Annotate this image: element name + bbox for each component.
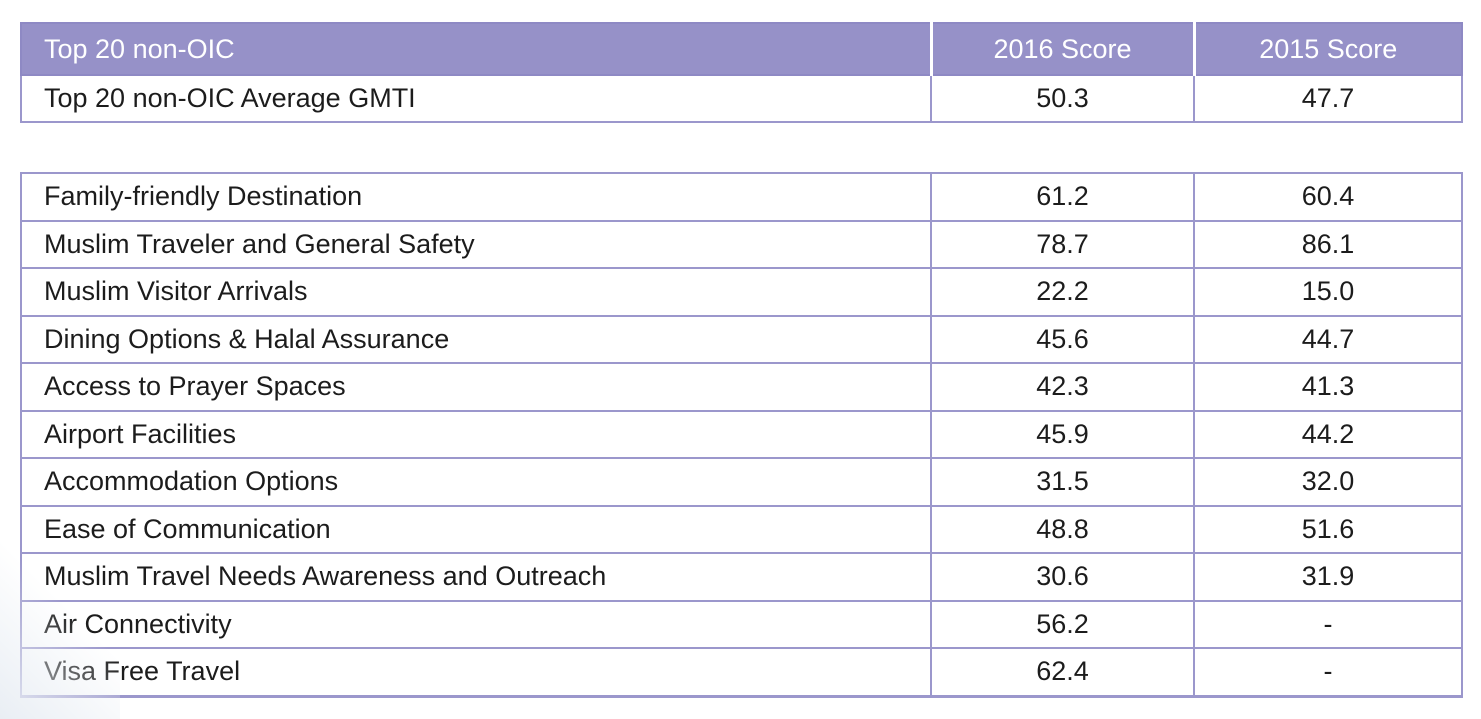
average-gmti-row: Top 20 non-OIC Average GMTI 50.3 47.7: [20, 74, 1463, 123]
metric-label: Muslim Travel Needs Awareness and Outrea…: [20, 552, 932, 602]
score-2016: 30.6: [930, 552, 1195, 602]
average-gmti-label: Top 20 non-OIC Average GMTI: [20, 74, 932, 123]
table-row: Airport Facilities 45.9 44.2: [20, 409, 1463, 459]
score-2016: 48.8: [930, 504, 1195, 554]
metric-label: Accommodation Options: [20, 457, 932, 507]
summary-table: Top 20 non-OIC 2016 Score 2015 Score Top…: [20, 22, 1463, 123]
score-2015: 86.1: [1193, 219, 1463, 269]
metrics-table: Family-friendly Destination 61.2 60.4 Musli…: [20, 172, 1463, 698]
average-gmti-2015-score: 47.7: [1193, 74, 1463, 123]
score-2015: -: [1193, 599, 1463, 649]
table-row: Air Connectivity 56.2-: [20, 599, 1463, 649]
score-2015: 41.3: [1193, 362, 1463, 412]
table-row: Muslim Travel Needs Awareness and Outrea…: [20, 552, 1463, 602]
table-row: Visa Free Travel 62.4-: [20, 647, 1463, 698]
score-2016: 56.2: [930, 599, 1195, 649]
score-2015: 60.4: [1193, 172, 1463, 222]
metric-label: Visa Free Travel: [20, 647, 932, 698]
score-2015: 44.7: [1193, 314, 1463, 364]
table-row: Dining Options & Halal Assurance 45.6 44.7: [20, 314, 1463, 364]
table-row: Accommodation Options 31.5 32.0: [20, 457, 1463, 507]
header-2016-score-cell: 2016 Score: [930, 22, 1196, 76]
score-2016: 31.5: [930, 457, 1195, 507]
score-2015: 31.9: [1193, 552, 1463, 602]
score-2016: 22.2: [930, 267, 1195, 317]
score-2015: 44.2: [1193, 409, 1463, 459]
score-2016: 45.6: [930, 314, 1195, 364]
score-2016: 61.2: [930, 172, 1195, 222]
metrics-table-body: Family-friendly Destination 61.2 60.4 Musli…: [20, 172, 1463, 698]
table-row: Muslim Visitor Arrivals 22.2 15.0: [20, 267, 1463, 317]
corner-shade: [0, 539, 120, 719]
score-2015: 15.0: [1193, 267, 1463, 317]
metric-label: Dining Options & Halal Assurance: [20, 314, 932, 364]
header-row: Top 20 non-OIC 2016 Score 2015 Score: [20, 22, 1463, 76]
score-2016: 45.9: [930, 409, 1195, 459]
score-2015: -: [1193, 647, 1463, 698]
score-2016: 42.3: [930, 362, 1195, 412]
metric-label: Air Connectivity: [20, 599, 932, 649]
table-row: Ease of Communication 48.8 51.6: [20, 504, 1463, 554]
metric-label: Family-friendly Destination: [20, 172, 932, 222]
header-label-cell: Top 20 non-OIC: [20, 22, 933, 76]
table-row: Family-friendly Destination 61.2 60.4: [20, 172, 1463, 222]
table-row: Access to Prayer Spaces 42.3 41.3: [20, 362, 1463, 412]
metric-label: Muslim Traveler and General Safety: [20, 219, 932, 269]
average-gmti-2016-score: 50.3: [930, 74, 1195, 123]
score-2015: 51.6: [1193, 504, 1463, 554]
table-row: Muslim Traveler and General Safety 78.7 86…: [20, 219, 1463, 269]
metric-label: Ease of Communication: [20, 504, 932, 554]
score-2016: 62.4: [930, 647, 1195, 698]
score-2015: 32.0: [1193, 457, 1463, 507]
metric-label: Muslim Visitor Arrivals: [20, 267, 932, 317]
header-2015-score-cell: 2015 Score: [1193, 22, 1463, 76]
metric-label: Access to Prayer Spaces: [20, 362, 932, 412]
metric-label: Airport Facilities: [20, 409, 932, 459]
score-2016: 78.7: [930, 219, 1195, 269]
